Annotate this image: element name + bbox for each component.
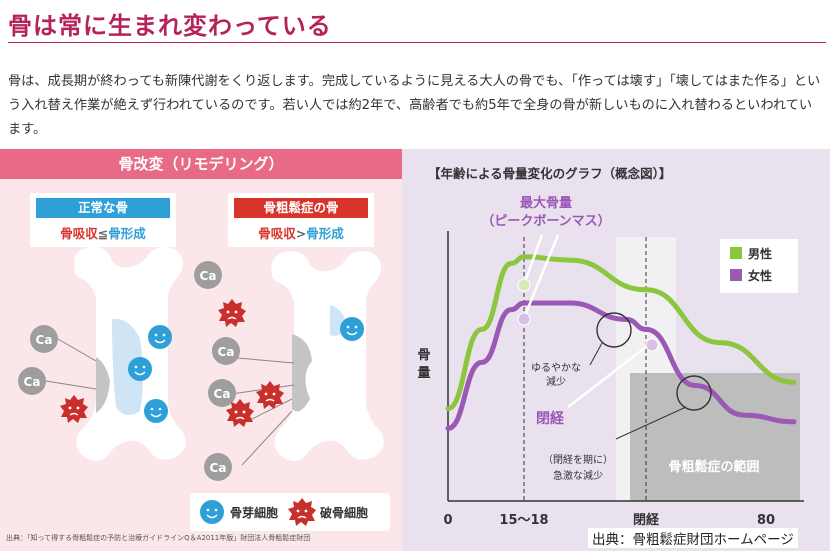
svg-text:Ca: Ca [214,387,231,401]
sharp-decline-highlight [676,375,712,411]
left-source: 出典：「知って得する骨粗鬆症の予防と治療ガイドラインQ＆A2011年版」財団法人… [6,534,311,542]
y-axis-label-1: 骨 [417,348,430,363]
osteoclast-icon [59,394,89,424]
female-legend-label: 女性 [748,268,772,283]
gentle-decline-sub-label: 減少 [546,375,566,388]
normal-bone-card: 正常な骨 骨吸収≦骨形成 [30,193,176,247]
calcium-icon: Ca [208,379,236,407]
sharp-decline-sub-label: 急激な減少 [553,469,603,482]
osteo-formation: 骨形成 [306,226,344,241]
male-peak-marker [517,278,531,292]
osteoblast-legend-label: 骨芽細胞 [230,506,279,520]
osteoporosis-bone-title: 骨粗鬆症の骨 [234,198,368,218]
osteoblast-icon [127,356,153,382]
bone-mass-chart-panel: 【年齢による骨量変化のグラフ（概念図）】 骨粗鬆症の範囲 最大骨量 （ピークボー… [402,149,830,551]
osteoblast-legend-icon [199,499,225,525]
bone-illustration: Ca Ca Ca Ca Ca Ca [18,246,384,481]
osteoclast-legend-icon [287,497,317,527]
osteo-resorption-area [292,334,312,412]
gentle-decline-label: ゆるやかな [531,362,581,374]
y-axis-label-2: 量 [417,366,430,381]
x-tick-label: 閉経 [633,512,660,528]
calcium-icon: Ca [204,453,232,481]
male-legend-label: 男性 [748,246,772,261]
normal-formation: 骨形成 [108,226,146,241]
calcium-icon: Ca [30,325,58,353]
sharp-decline-label: （閉経を期に） [543,453,613,466]
remodeling-header: 骨改変（リモデリング） [0,149,402,179]
osteoclast-legend-label: 破骨細胞 [320,506,369,520]
normal-bone-equation: 骨吸収≦骨形成 [30,223,176,242]
chart-title: 【年齢による骨量変化のグラフ（概念図）】 [428,166,672,181]
calcium-icon: Ca [18,367,46,395]
peak-sub-label: （ピークボーンマス） [481,213,610,229]
osteoporosis-bone-equation: 骨吸収>骨形成 [228,223,374,242]
menopause-label: 閉経 [536,410,565,427]
bone-mass-chart: 骨粗鬆症の範囲 最大骨量 （ピークボーンマス） ゆるやかな 減少 閉経 （閉経を… [417,195,804,528]
peak-label: 最大骨量 [520,195,572,211]
osteoclast-icon [217,298,247,328]
osteoporosis-bone [271,251,384,461]
remodeling-title: 骨改変（リモデリング） [118,155,284,173]
x-tick-label: 0 [443,513,452,528]
svg-text:Ca: Ca [200,269,217,283]
title-divider [8,42,826,43]
osteo-resorption: 骨吸収 [258,226,296,241]
svg-text:Ca: Ca [36,333,53,347]
menopause-marker [645,338,659,352]
osteoporosis-bone-card: 骨粗鬆症の骨 骨吸収>骨形成 [228,193,374,247]
remodeling-panel: 骨改変（リモデリング） 正常な骨 骨吸収≦骨形成 骨粗鬆症の骨 骨吸収>骨形成 [0,149,402,551]
right-source: 出典：骨粗鬆症財団ホームページ [588,528,798,548]
normal-resorption: 骨吸収 [60,226,98,241]
female-legend-swatch [730,269,742,281]
osteoblast-icon [339,316,365,342]
female-series-line [445,300,797,431]
male-series-line [445,254,797,412]
normal-resorption-area [96,357,110,413]
osteoporosis-range-label: 骨粗鬆症の範囲 [668,459,759,475]
normal-bone-title: 正常な骨 [36,198,170,218]
osteoblast-icon [143,398,169,424]
normal-operator: ≦ [97,226,109,241]
svg-text:Ca: Ca [218,345,235,359]
osteoblast-icon [147,324,173,350]
x-tick-label: 15〜18 [499,513,548,528]
page-title: 骨は常に生まれ変わっている [8,12,332,40]
x-tick-label: 80 [757,513,775,528]
svg-text:Ca: Ca [210,461,227,475]
gentle-decline-highlight [596,312,632,348]
female-peak-marker [517,312,531,326]
chart-legend: 男性 女性 [720,239,798,293]
svg-text:Ca: Ca [24,375,41,389]
calcium-icon: Ca [212,337,240,365]
cell-legend: 骨芽細胞 破骨細胞 [190,493,390,531]
normal-formation-area [112,318,143,416]
osteo-operator: > [295,226,307,241]
intro-paragraph: 骨は、成長期が終わっても新陳代謝をくり返します。完成しているように見える大人の骨… [8,74,821,137]
male-legend-swatch [730,247,742,259]
calcium-icon: Ca [194,261,222,289]
